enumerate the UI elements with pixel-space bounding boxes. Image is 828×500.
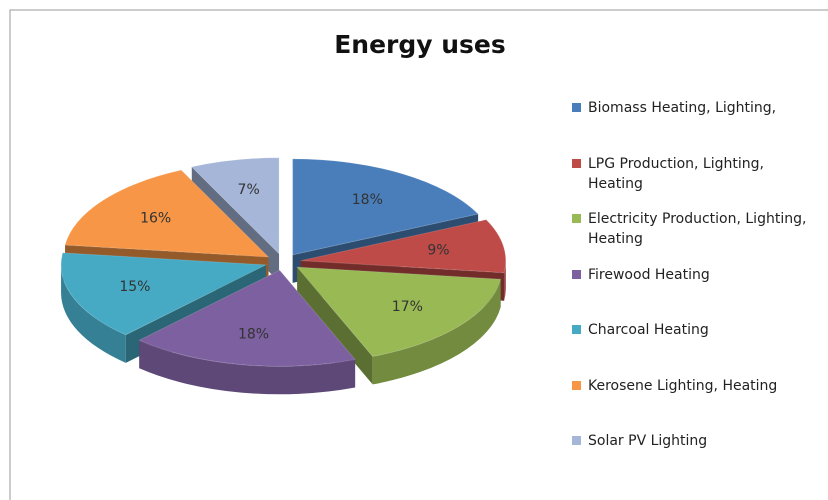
slice-side — [297, 267, 373, 385]
legend-swatch — [572, 325, 581, 334]
legend-swatch — [572, 436, 581, 445]
legend-item: Kerosene Lighting, Heating — [572, 376, 822, 396]
legend-label: Firewood Heating — [588, 266, 710, 283]
slice-wall — [504, 260, 506, 301]
slice-wall — [372, 279, 501, 385]
slice — [138, 269, 357, 367]
legend-item: LPG Production, Lighting, Heating — [572, 154, 822, 194]
legend-item: Charcoal Heating — [572, 320, 822, 340]
legend-swatch — [572, 214, 581, 223]
slice — [300, 219, 507, 274]
slice-group — [296, 266, 502, 385]
legend-label: Electricity Production, Lighting, Heatin… — [588, 211, 807, 247]
data-label: 17% — [392, 299, 423, 315]
data-label: 18% — [352, 192, 383, 208]
slice — [64, 169, 270, 258]
legend-item: Biomass Heating, Lighting, — [572, 98, 822, 118]
data-label: 15% — [119, 279, 150, 295]
legend-label: Charcoal Heating — [588, 322, 709, 338]
legend-swatch — [572, 158, 581, 168]
data-label: 16% — [140, 211, 171, 227]
legend-label: Solar PV Lighting — [588, 433, 708, 449]
slice — [60, 252, 268, 336]
data-label: 7% — [238, 182, 260, 198]
legend-swatch — [572, 269, 581, 279]
legend-label: Kerosene Lighting, Heating — [588, 377, 778, 394]
slice — [296, 266, 502, 357]
legend-item: Solar PV Lighting — [572, 431, 822, 451]
legend-item: Firewood Heating — [572, 265, 822, 285]
slice — [292, 158, 480, 256]
legend-label: LPG Production, Lighting, Heating — [588, 155, 764, 192]
chart-border — [9, 9, 828, 500]
slice-wall — [61, 264, 126, 363]
chart-title: Energy uses — [334, 30, 506, 59]
data-label: 9% — [427, 242, 449, 258]
legend-item: Electricity Production, Lighting, Heatin… — [572, 209, 822, 249]
data-label: 18% — [238, 326, 269, 342]
legend-label: Biomass Heating, Lighting, — [588, 100, 777, 116]
legend-swatch — [572, 103, 581, 112]
slice — [190, 157, 280, 255]
slice-group — [138, 269, 357, 395]
legend-swatch — [572, 380, 581, 390]
slice-wall — [139, 340, 356, 395]
